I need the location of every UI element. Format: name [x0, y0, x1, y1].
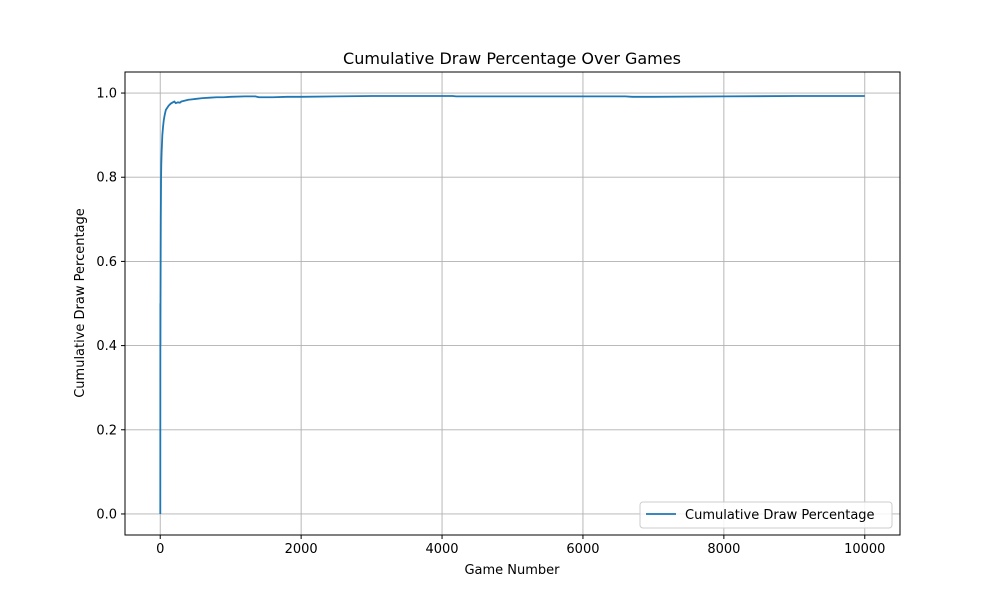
- x-tick-label: 0: [156, 542, 164, 557]
- x-tick-label: 2000: [285, 542, 318, 557]
- y-axis-ticks: 0.0 0.2 0.4 0.6 0.8 1.0: [96, 87, 125, 522]
- y-tick-label: 0.2: [96, 423, 117, 438]
- y-tick-label: 0.0: [96, 507, 117, 522]
- y-tick-label: 1.0: [96, 87, 117, 102]
- chart-title: Cumulative Draw Percentage Over Games: [343, 49, 681, 68]
- legend: Cumulative Draw Percentage: [639, 501, 893, 529]
- x-axis-ticks: 0 2000 4000 6000 8000 10000: [156, 535, 885, 557]
- x-axis-label: Game Number: [464, 563, 560, 578]
- x-tick-label: 6000: [566, 542, 599, 557]
- x-tick-label: 10000: [844, 542, 885, 557]
- series-line-0: [159, 95, 865, 514]
- legend-box: [639, 501, 893, 529]
- y-tick-label: 0.8: [96, 171, 117, 186]
- y-tick-label: 0.4: [96, 339, 117, 354]
- legend-label: Cumulative Draw Percentage: [685, 508, 875, 523]
- y-tick-label: 0.6: [96, 255, 117, 270]
- x-tick-label: 8000: [707, 542, 740, 557]
- y-axis-label: Cumulative Draw Percentage: [73, 208, 88, 398]
- series-layer: [159, 95, 865, 514]
- x-tick-label: 4000: [425, 542, 458, 557]
- axes-frame: [124, 71, 901, 536]
